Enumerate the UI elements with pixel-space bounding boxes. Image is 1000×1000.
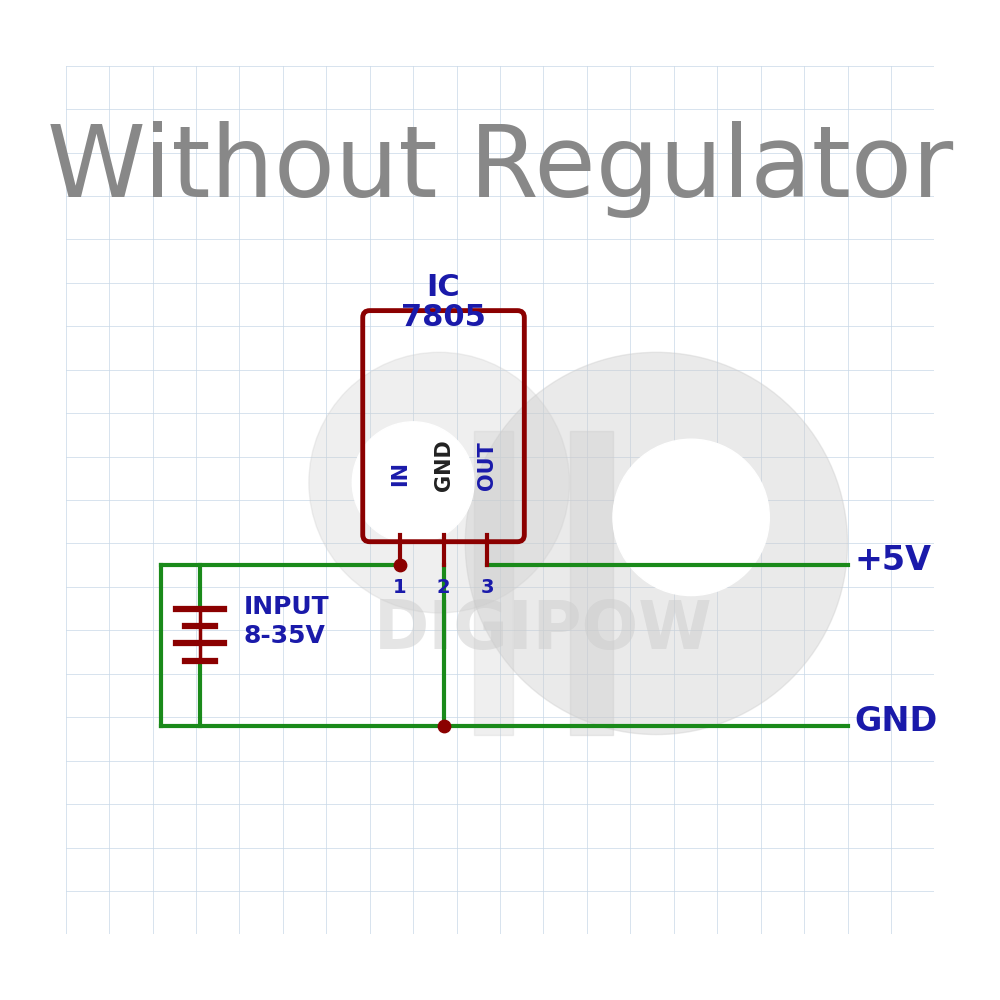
Text: IN: IN [390,461,410,486]
Text: Without Regulator: Without Regulator [47,121,953,218]
Point [436,718,452,734]
Bar [474,430,513,735]
Text: 3: 3 [480,578,494,597]
Circle shape [465,352,848,735]
Text: 1: 1 [393,578,407,597]
Circle shape [309,352,570,613]
Text: 2: 2 [437,578,450,597]
Point [392,557,408,573]
Text: INPUT
8-35V: INPUT 8-35V [244,595,329,648]
Text: IC: IC [427,273,460,302]
Circle shape [352,422,474,543]
Bar [570,430,613,735]
Text: GND: GND [854,705,938,738]
Text: OUT: OUT [477,441,497,490]
Circle shape [613,439,769,596]
Text: +5V: +5V [854,544,931,577]
Text: DIGIPOW: DIGIPOW [374,597,713,663]
Text: GND: GND [434,439,454,491]
Text: 7805: 7805 [401,303,486,332]
